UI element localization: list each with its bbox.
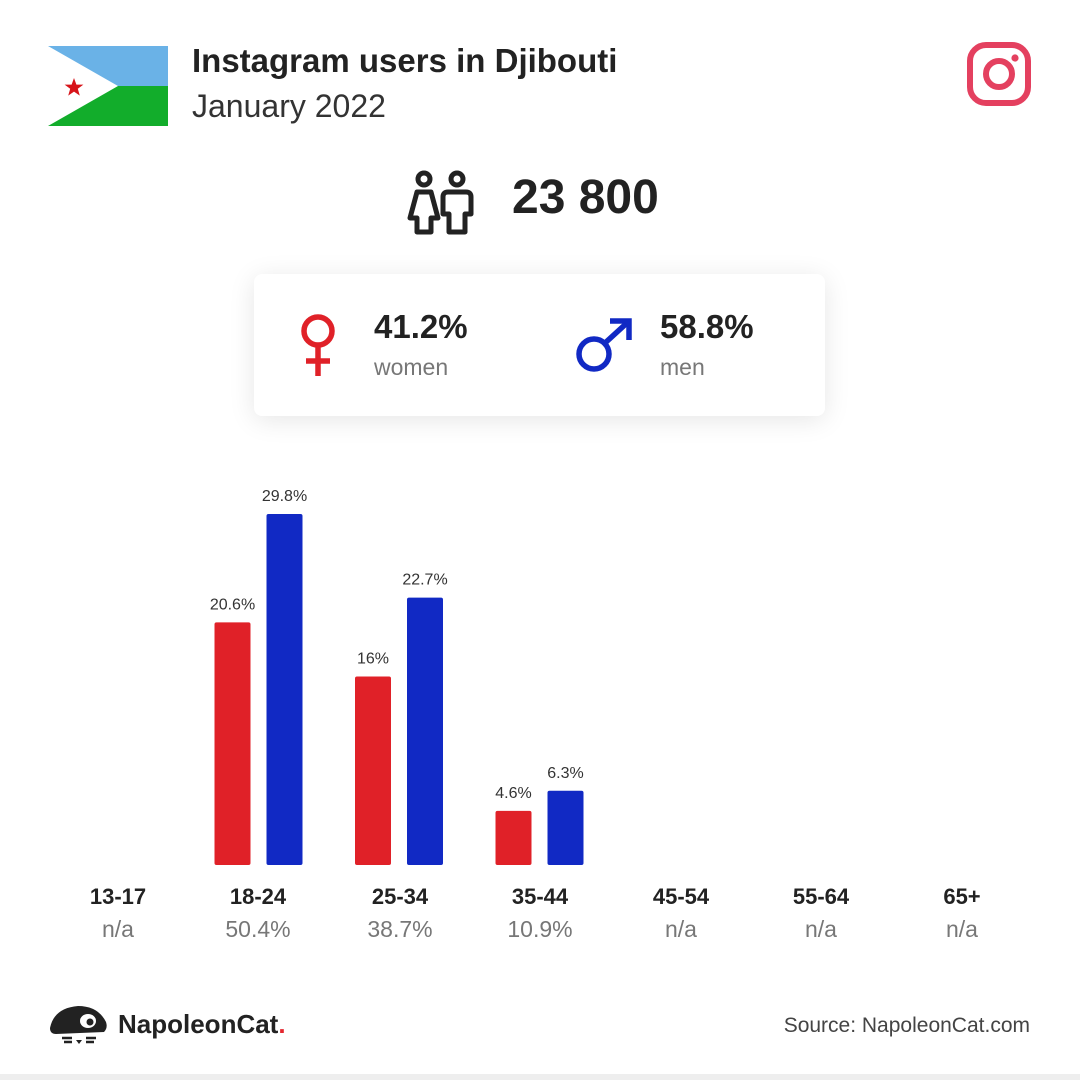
bar-label-women-35-44: 4.6% [495, 785, 531, 802]
men-percentage: 58.8% [660, 308, 754, 345]
age-share-18-24: 50.4% [225, 916, 291, 942]
bar-women-18-24 [214, 622, 251, 865]
bar-men-35-44 [547, 790, 584, 865]
bar-label-women-25-34: 16% [357, 651, 389, 668]
age-share-25-34: 38.7% [367, 916, 433, 942]
bar-women-25-34 [355, 676, 391, 865]
people-icon [407, 170, 474, 235]
total-users: 23 800 [512, 171, 659, 224]
age-label-35-44: 35-44 [511, 884, 569, 909]
brand-text: NapoleonCat [118, 1009, 279, 1039]
bar-label-men-18-24: 29.8% [262, 488, 307, 505]
age-share-13-17: n/a [102, 916, 134, 942]
page-title: Instagram users in Djibouti [192, 42, 618, 79]
source-note: Source: NapoleonCat.com [783, 1014, 1030, 1037]
brand-dot: . [278, 1009, 286, 1039]
age-share-35-44: 10.9% [507, 916, 573, 942]
page-subtitle: January 2022 [192, 88, 386, 124]
bar-label-men-25-34: 22.7% [402, 572, 447, 589]
female-icon [301, 314, 335, 376]
women-percentage: 41.2% [374, 308, 468, 345]
age-label-45-54: 45-54 [652, 884, 710, 909]
bottom-divider [0, 1074, 1080, 1080]
gender-split-card: 41.2% women 58.8% men [254, 274, 825, 416]
age-gender-bar-chart: 20.6% 29.8% 16% 22.7% 4.6% 6.3% [210, 488, 584, 865]
age-label-65-plus: 65+ [943, 884, 981, 909]
bar-men-18-24 [266, 514, 303, 865]
age-share-55-64: n/a [805, 916, 837, 942]
brand-name: NapoleonCat. [118, 1009, 286, 1040]
bar-men-25-34 [407, 597, 443, 865]
women-label: women [374, 354, 449, 380]
age-share-45-54: n/a [665, 916, 697, 942]
age-share-65-plus: n/a [946, 916, 978, 942]
instagram-icon [967, 42, 1031, 106]
male-icon [576, 318, 632, 372]
bar-label-women-18-24: 20.6% [210, 596, 255, 613]
napoleoncat-logo-icon [50, 1006, 107, 1044]
bar-label-men-35-44: 6.3% [547, 765, 583, 782]
men-label: men [660, 354, 705, 380]
age-label-25-34: 25-34 [371, 884, 429, 909]
bar-women-35-44 [495, 810, 532, 865]
age-label-55-64: 55-64 [792, 884, 850, 909]
djibouti-flag-icon [48, 46, 168, 126]
age-label-18-24: 18-24 [229, 884, 287, 909]
age-label-13-17: 13-17 [89, 884, 147, 909]
